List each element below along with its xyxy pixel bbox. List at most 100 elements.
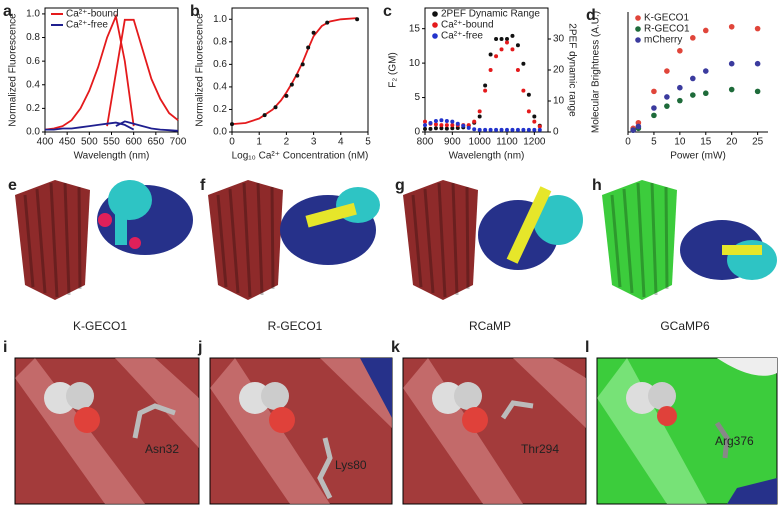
panel-letter: g [395,177,405,194]
point [651,112,657,119]
point [325,20,330,25]
y-tick-label: 0 [414,127,420,138]
x-tick-label: 1200 [523,137,546,148]
residue-label: Asn32 [145,442,179,456]
point [537,127,542,132]
x-tick-label: 3 [311,137,317,148]
x-tick-label: 5 [365,137,371,148]
point [477,109,482,114]
protein-name: GCaMP6 [660,319,710,333]
point [311,30,316,35]
point [477,114,482,119]
x-tick-label: 500 [81,137,98,148]
line [115,120,179,132]
point [439,126,444,131]
point [494,54,499,59]
legend-label: Ca²⁺-bound [66,9,119,20]
point [428,121,433,126]
point [499,47,504,52]
point [664,103,670,109]
point [444,123,449,128]
point [515,127,520,132]
line [231,17,358,125]
legend-swatch [635,26,641,32]
point [690,92,696,98]
x-tick-label: 1100 [496,137,518,148]
point [439,118,444,123]
y-axis-label: Normalized Fluorescence [8,13,19,127]
point [505,127,509,132]
point [439,123,444,128]
point [651,105,657,111]
x-tick-label: 20 [726,137,738,148]
point [488,68,493,72]
point [510,47,515,52]
panel-letter: e [8,177,17,194]
point [510,33,515,38]
point [510,127,515,132]
point [532,119,537,124]
point [690,35,696,41]
y-tick-label: 0.6 [213,59,227,70]
point [515,68,520,72]
x-tick-label: 400 [37,137,54,148]
x-tick-label: 0 [625,137,631,148]
point [483,127,488,132]
point [230,122,234,127]
point [433,122,438,127]
point [526,127,531,132]
point [677,97,683,104]
y-axis-label: Molecular Brightness (A.U.) [591,11,602,133]
x-tick-label: 650 [147,137,164,148]
panel-letter: c [383,3,392,20]
point [677,47,683,54]
x-axis-label: Wavelength (nm) [74,151,150,162]
protein-name: RCaMP [469,319,511,333]
point [433,126,438,131]
point [262,113,267,118]
panel-letter: h [592,177,602,194]
legend-swatch [635,37,641,43]
point [483,83,488,88]
point [306,45,311,50]
y-tick-label: 0.0 [213,127,227,138]
x-tick-label: 15 [700,137,712,148]
point [728,23,735,30]
point [355,17,360,22]
legend-label: Ca²⁺-bound [441,20,494,31]
point [300,62,305,67]
panel-letter: i [3,339,7,356]
point [702,68,709,74]
point [702,90,709,97]
line [106,18,179,127]
y-axis-label: F₂ (GM) [388,52,399,88]
point [477,127,482,132]
residue-label: Arg376 [715,434,754,448]
point [472,119,477,124]
x-tick-label: 1000 [469,137,492,148]
point [728,60,735,67]
point [450,126,455,131]
point [630,127,636,133]
point [433,118,438,123]
point [423,119,427,124]
x-tick-label: 10 [674,137,686,148]
panel-letter: b [190,3,200,20]
y-tick-label: 10 [409,58,421,69]
y-tick-label: 1.0 [26,9,40,20]
legend-swatch [635,15,641,21]
x-tick-label: 5 [651,137,657,148]
legend-swatch [432,33,438,39]
point [505,40,509,45]
y-tick-label: 0.6 [26,56,40,67]
point [295,73,300,78]
point [537,124,542,129]
y-tick-label: 0.4 [213,82,227,93]
point [635,123,642,130]
x-tick-label: 700 [170,137,187,148]
legend-label: R-GECO1 [644,24,690,35]
y-tick-label: 0.2 [213,104,227,115]
point [690,75,696,82]
point [521,61,526,66]
